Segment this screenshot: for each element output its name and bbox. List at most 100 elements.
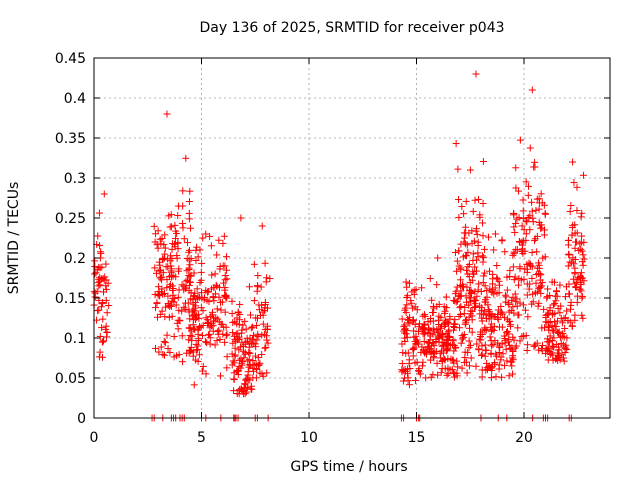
data-point (250, 340, 258, 348)
data-point (537, 289, 545, 297)
data-point (207, 285, 215, 293)
data-point (467, 294, 475, 302)
data-point (566, 290, 574, 298)
data-point (239, 321, 247, 329)
data-point (218, 298, 226, 306)
data-point (438, 338, 446, 346)
data-point (435, 300, 443, 308)
data-point (256, 369, 264, 377)
data-point (487, 313, 495, 321)
data-point (435, 327, 443, 335)
data-point (536, 283, 544, 291)
data-point (516, 263, 524, 271)
data-point (406, 365, 414, 373)
data-point (197, 304, 205, 312)
data-point (91, 289, 99, 297)
data-point (428, 296, 436, 304)
data-point (498, 236, 506, 244)
data-point (252, 374, 260, 382)
data-point (487, 327, 495, 335)
data-point (491, 360, 499, 368)
data-point (530, 342, 538, 350)
data-point (478, 373, 486, 381)
data-point (245, 283, 253, 291)
data-point (482, 346, 490, 354)
data-point (536, 270, 544, 278)
data-point (437, 354, 445, 362)
data-point (163, 331, 171, 339)
data-point (544, 335, 552, 343)
data-point (465, 362, 473, 370)
data-point (577, 238, 585, 246)
data-point (504, 328, 512, 336)
data-point (460, 210, 468, 218)
data-point (449, 356, 457, 364)
data-point (554, 317, 562, 325)
data-point (452, 298, 460, 306)
data-point (451, 248, 459, 256)
data-point (186, 272, 194, 280)
data-point (522, 230, 530, 238)
data-point (509, 333, 517, 341)
data-point (233, 336, 241, 344)
data-point (519, 301, 527, 309)
data-point (97, 303, 105, 311)
data-point (561, 324, 569, 332)
data-point (180, 286, 188, 294)
data-point (578, 294, 586, 302)
data-point (454, 165, 462, 173)
data-point (571, 221, 579, 229)
data-point (455, 292, 463, 300)
y-tick-label: 0.4 (64, 91, 86, 107)
data-point (502, 345, 510, 353)
data-point (459, 253, 467, 261)
data-point (413, 306, 421, 314)
data-point (465, 344, 473, 352)
data-point (209, 327, 217, 335)
data-point (549, 327, 557, 335)
data-point (398, 360, 406, 368)
data-point (263, 369, 271, 377)
data-point (470, 237, 478, 245)
data-point (242, 384, 250, 392)
tick-labels: 0 0.05 0.1 0.15 0.2 0.25 0.3 0.35 0.4 0.45 0 5 10 15 2… (55, 51, 533, 446)
data-point (576, 240, 584, 248)
data-point (206, 232, 214, 240)
data-point (472, 296, 480, 304)
data-point (429, 309, 437, 317)
data-point (421, 311, 429, 319)
data-point (526, 212, 534, 220)
data-point (571, 229, 579, 237)
data-point (510, 211, 518, 219)
data-point (197, 276, 205, 284)
data-point (253, 365, 261, 373)
data-point (223, 294, 231, 302)
data-point (441, 307, 449, 315)
data-point (91, 270, 99, 278)
data-point (502, 293, 510, 301)
data-point (253, 282, 261, 290)
data-point (493, 289, 501, 297)
data-point (444, 328, 452, 336)
y-tick-label: 0.05 (55, 371, 86, 387)
data-point (524, 313, 532, 321)
data-point (524, 182, 532, 190)
data-point (199, 234, 207, 242)
data-point (402, 330, 410, 338)
data-point (487, 374, 495, 382)
data-point (230, 387, 238, 395)
data-point (179, 358, 187, 366)
data-point (263, 336, 271, 344)
data-point (198, 332, 206, 340)
data-point (436, 349, 444, 357)
data-point (429, 325, 437, 333)
data-point (535, 299, 543, 307)
data-point (499, 350, 507, 358)
data-point (194, 253, 202, 261)
data-point (216, 265, 224, 273)
data-point (220, 232, 228, 240)
data-point (486, 333, 494, 341)
data-point (553, 292, 561, 300)
data-point (420, 330, 428, 338)
data-point (459, 333, 467, 341)
